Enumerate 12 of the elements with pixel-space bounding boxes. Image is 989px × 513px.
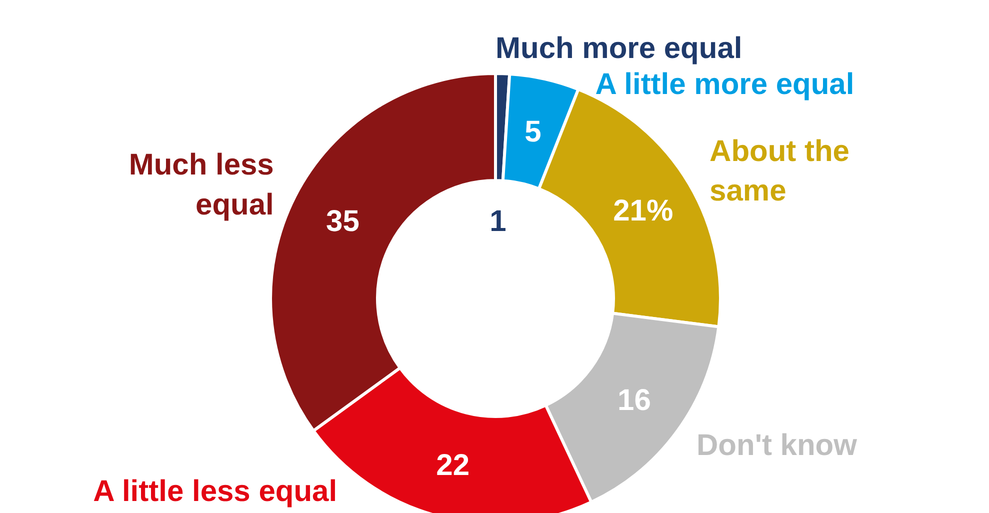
slice-label: A little more equal (595, 68, 854, 102)
data-label: 5 (524, 116, 542, 149)
slice-label: About the same (710, 134, 850, 208)
slice-label: Don't know (696, 428, 858, 462)
data-label: 21% (613, 194, 674, 228)
data-label: 35 (326, 205, 360, 238)
data-label: 16 (618, 384, 651, 417)
data-label: 22 (436, 449, 470, 482)
data-label: 1 (490, 205, 506, 238)
slice-label: Much less equal (128, 148, 274, 222)
slice-label: Much more equal (496, 32, 742, 66)
slice-label: A little less equal (93, 475, 338, 508)
